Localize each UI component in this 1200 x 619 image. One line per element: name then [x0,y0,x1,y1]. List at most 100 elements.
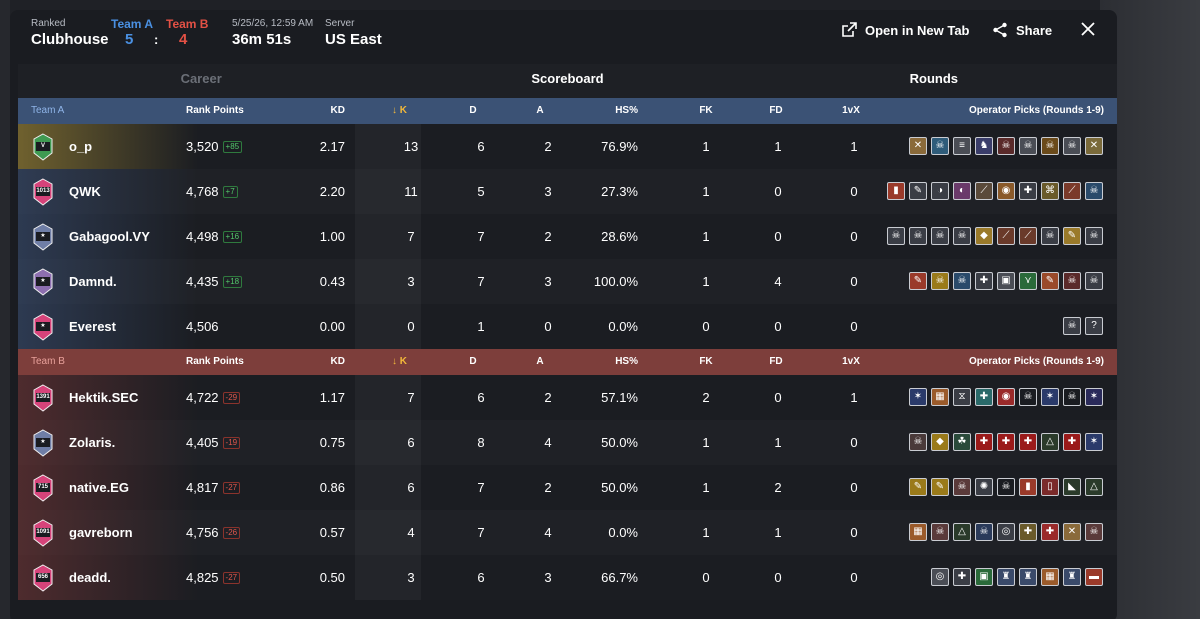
operator-icon[interactable]: ✚ [1019,433,1037,451]
operator-icon[interactable]: ✚ [1041,523,1059,541]
operator-icon[interactable]: △ [1041,433,1059,451]
operator-icon[interactable]: ☠ [931,227,949,245]
table-row[interactable]: 1391 Hektik.SEC 4,722 -29 1.17 7 6 2 57.1% 2 0 1 ✶ ▦ ⧖… [18,375,1117,420]
operator-icon[interactable]: ▦ [1041,568,1059,586]
operator-icon[interactable]: ☠ [1041,227,1059,245]
operator-icon[interactable]: ◉ [997,182,1015,200]
operator-icon[interactable]: ☠ [953,227,971,245]
operator-icon[interactable]: ☠ [909,433,927,451]
col-fk[interactable]: FK [699,105,713,116]
operator-icon[interactable]: ✎ [909,478,927,496]
col-fk[interactable]: FK [699,356,713,367]
operator-icon[interactable]: ☠ [1063,388,1081,406]
operator-icon[interactable]: ☠ [1019,388,1037,406]
share-button[interactable]: Share [992,22,1052,38]
col-rank-points[interactable]: Rank Points [186,356,244,367]
player-name[interactable]: Damnd. [69,274,117,289]
operator-icon[interactable]: ✚ [1019,182,1037,200]
operator-icon[interactable]: ☠ [1085,523,1103,541]
operator-icon[interactable]: ☠ [1063,317,1081,335]
operator-icon[interactable]: ♜ [1019,568,1037,586]
player-name[interactable]: gavreborn [69,525,133,540]
table-row[interactable]: ★ Zolaris. 4,405 -19 0.75 6 8 4 50.0% 1 1 0 ☠ ◆ ☘ ✚ ✚ ✚ △ ✚… [18,420,1117,465]
col-a[interactable]: A [536,105,544,116]
col-hs[interactable]: HS% [615,356,638,367]
col-d[interactable]: D [469,356,477,367]
operator-icon[interactable]: ✚ [1019,523,1037,541]
tab-career[interactable]: Career [180,71,222,86]
col-kd[interactable]: KD [330,105,345,116]
operator-icon[interactable]: ✺ [975,478,993,496]
col-rank-points[interactable]: Rank Points [186,105,244,116]
operator-icon[interactable]: △ [953,523,971,541]
operator-icon[interactable]: ≡ [953,137,971,155]
operator-icon[interactable]: ▬ [1085,568,1103,586]
close-button[interactable] [1081,22,1095,36]
player-name[interactable]: Everest [69,319,116,334]
table-row[interactable]: 1013 QWK 4,768 +7 2.20 11 5 3 27.3% 1 0 0 ▮ ✎ ◑ ◐ ⟋ ◉ ✚ ⌘ ⟋ ☠ [18,169,1117,214]
operator-icon[interactable]: ☠ [931,523,949,541]
col-d[interactable]: D [469,105,477,116]
operator-icon[interactable]: ♜ [1063,568,1081,586]
operator-icon[interactable]: ✚ [997,433,1015,451]
operator-icon[interactable]: ☠ [1063,272,1081,290]
operator-icon[interactable]: ◎ [997,523,1015,541]
operator-icon[interactable]: ✕ [1085,137,1103,155]
operator-icon[interactable]: ◣ [1063,478,1081,496]
operator-icon[interactable]: ▯ [1041,478,1059,496]
operator-icon[interactable]: ☠ [931,137,949,155]
operator-icon[interactable]: ⟋ [1019,227,1037,245]
operator-icon[interactable]: ? [1085,317,1103,335]
operator-icon[interactable]: ☠ [1019,137,1037,155]
operator-icon[interactable]: ☠ [909,227,927,245]
operator-icon[interactable]: ✎ [909,272,927,290]
operator-icon[interactable]: ✕ [1063,523,1081,541]
operator-icon[interactable]: ▮ [887,182,905,200]
tab-rounds[interactable]: Rounds [909,71,959,86]
operator-icon[interactable]: ☘ [953,433,971,451]
operator-icon[interactable]: ☠ [953,272,971,290]
operator-icon[interactable]: ✶ [1085,433,1103,451]
operator-icon[interactable]: ◆ [975,227,993,245]
table-row[interactable]: ★ Gabagool.VY 4,498 +16 1.00 7 7 2 28.6% 1 0 0 ☠ ☠ ☠ ☠ ◆… [18,214,1117,259]
operator-icon[interactable]: ✚ [1063,433,1081,451]
operator-icon[interactable]: ⋎ [1019,272,1037,290]
col-hs[interactable]: HS% [615,105,638,116]
tab-scoreboard[interactable]: Scoreboard [384,64,751,100]
player-name[interactable]: deadd. [69,570,111,585]
operator-icon[interactable]: ⌘ [1041,182,1059,200]
col-fd[interactable]: FD [769,356,783,367]
operator-icon[interactable]: ◉ [997,388,1015,406]
operator-icon[interactable]: ✎ [1063,227,1081,245]
operator-icon[interactable]: ⟋ [1063,182,1081,200]
operator-icon[interactable]: ☠ [1063,137,1081,155]
col-kd[interactable]: KD [330,356,345,367]
operator-icon[interactable]: ✶ [909,388,927,406]
player-name[interactable]: QWK [69,184,101,199]
table-row[interactable]: 715 native.EG 4,817 -27 0.86 6 7 2 50.0% 1 2 0 ✎ ✎ ☠ ✺ ☠… [18,465,1117,510]
operator-icon[interactable]: ⧖ [953,388,971,406]
player-name[interactable]: Hektik.SEC [69,390,139,405]
player-name[interactable]: o_p [69,139,93,154]
player-name[interactable]: native.EG [69,480,129,495]
operator-icon[interactable]: ☠ [931,272,949,290]
operator-icon[interactable]: ▣ [975,568,993,586]
operator-icon[interactable]: ▦ [909,523,927,541]
operator-icon[interactable]: ◎ [931,568,949,586]
operator-icon[interactable]: ◑ [931,182,949,200]
operator-icon[interactable]: ✶ [1085,388,1103,406]
operator-icon[interactable]: ♞ [975,137,993,155]
operator-icon[interactable]: ✎ [931,478,949,496]
col-fd[interactable]: FD [769,105,783,116]
operator-icon[interactable]: ✎ [909,182,927,200]
player-name[interactable]: Gabagool.VY [69,229,150,244]
operator-icon[interactable]: ☠ [975,523,993,541]
operator-icon[interactable]: ✚ [953,568,971,586]
operator-icon[interactable]: ☠ [997,137,1015,155]
col-1vx[interactable]: 1vX [842,356,860,367]
operator-icon[interactable]: ☠ [1085,227,1103,245]
operator-icon[interactable]: ▦ [931,388,949,406]
col-1vx[interactable]: 1vX [842,105,860,116]
col-a[interactable]: A [536,356,544,367]
